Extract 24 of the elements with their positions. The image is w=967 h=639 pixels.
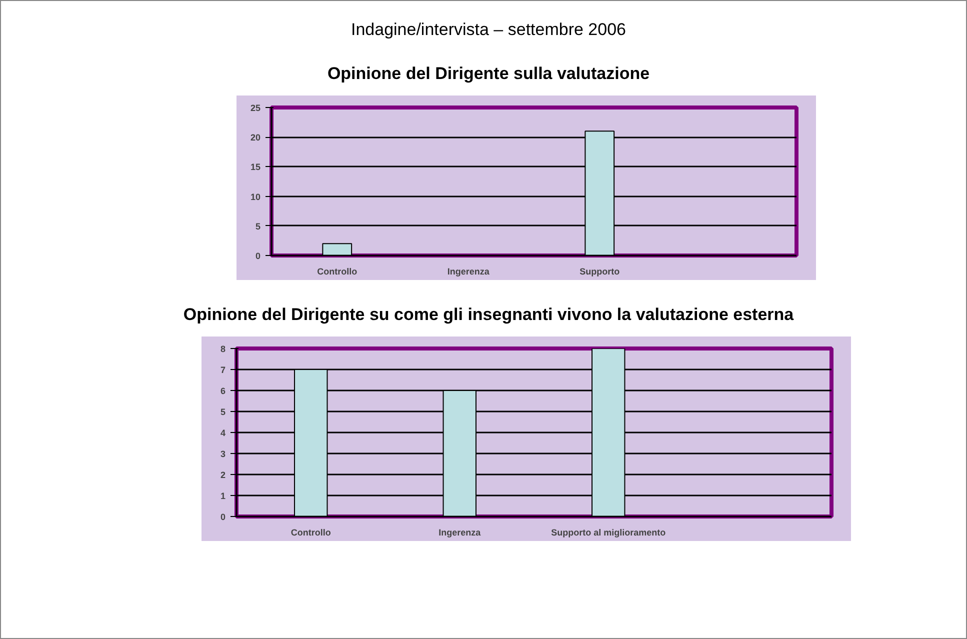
y-tick-label: 3 xyxy=(220,449,226,459)
y-tick-label: 15 xyxy=(250,162,261,172)
y-tick-label: 5 xyxy=(220,407,226,417)
y-tick-label: 1 xyxy=(220,491,226,501)
y-tick-label: 20 xyxy=(250,132,261,143)
y-tick-label: 10 xyxy=(250,192,261,202)
y-tick-label: 8 xyxy=(220,344,226,354)
x-tick-label: Ingerenza xyxy=(438,528,482,538)
y-tick-label: 2 xyxy=(220,470,226,480)
x-tick-label: Supporto xyxy=(580,266,620,276)
x-tick-label: Controllo xyxy=(290,528,332,538)
y-tick-label: 0 xyxy=(220,512,226,522)
x-tick-label: Supporto al miglioramento xyxy=(551,528,666,538)
y-tick-label: 25 xyxy=(250,103,261,113)
chart-title: Opinione del Dirigente su come gli insegnanti vivono la valutazione esterna xyxy=(183,304,794,326)
x-tick-label: Controllo xyxy=(317,266,358,276)
y-tick-label: 7 xyxy=(220,365,226,375)
chart-title: Opinione del Dirigente sulla valutazione xyxy=(327,63,650,85)
y-tick-label: 6 xyxy=(220,386,226,396)
x-tick-label: Ingerenza xyxy=(447,266,490,276)
text: Indagine/intervista – settembre 2006 xyxy=(350,19,626,41)
y-tick-label: 5 xyxy=(255,221,261,232)
y-tick-label: 4 xyxy=(220,428,226,438)
y-tick-label: 0 xyxy=(255,251,261,261)
